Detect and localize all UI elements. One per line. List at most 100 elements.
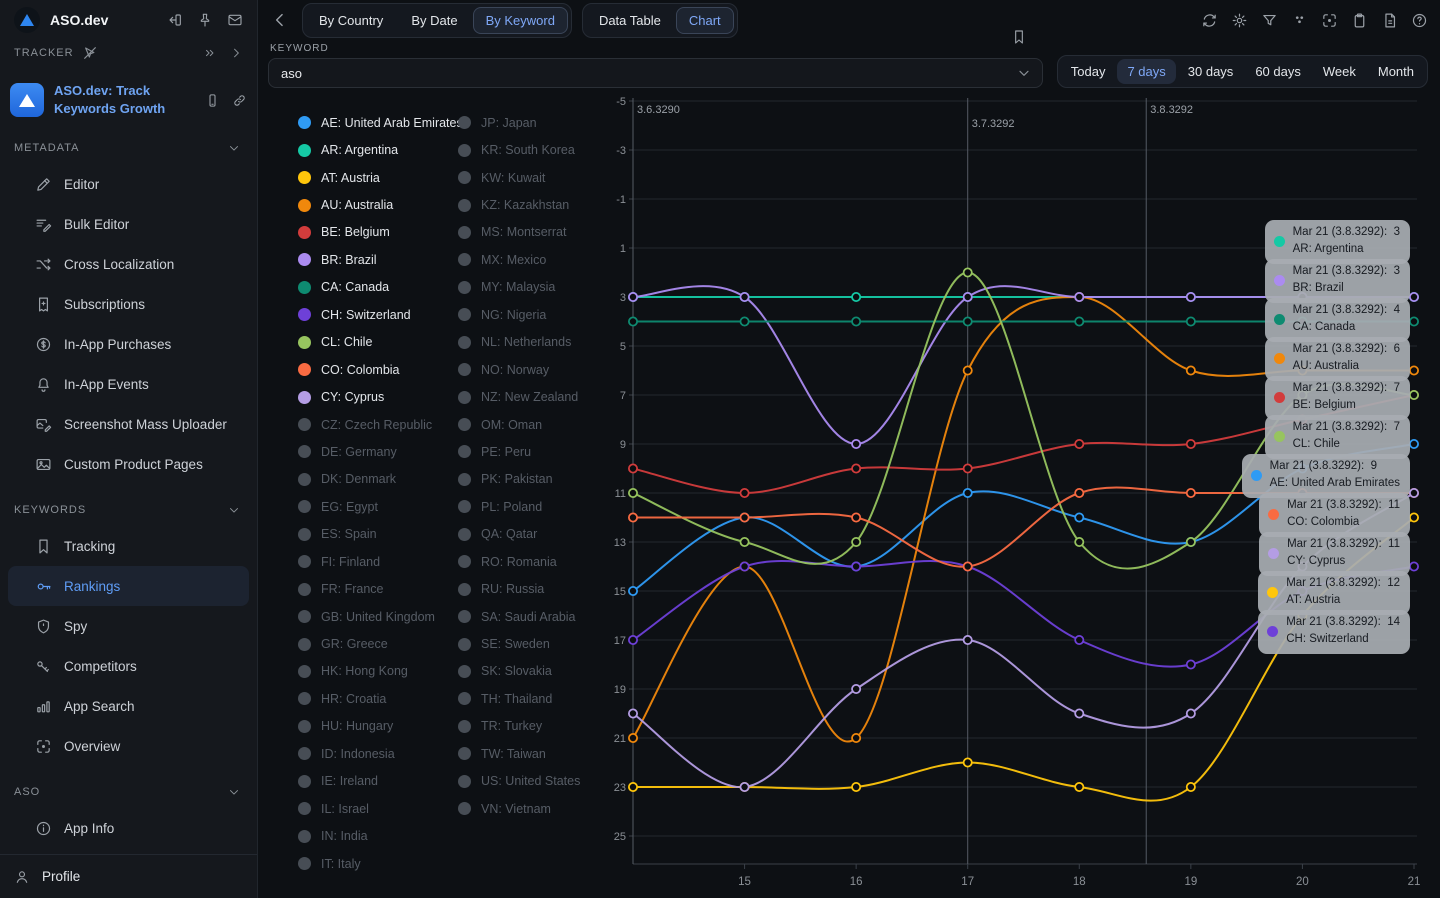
legend-country-de[interactable]: DE: Germany — [298, 438, 458, 465]
legend-country-at[interactable]: AT: Austria — [298, 164, 458, 191]
legend-country-in[interactable]: IN: India — [298, 822, 458, 849]
range-week[interactable]: Week — [1322, 64, 1356, 79]
chevron-left-icon[interactable] — [268, 8, 292, 32]
legend-country-ch[interactable]: CH: Switzerland — [298, 301, 458, 328]
legend-country-co[interactable]: CO: Colombia — [298, 356, 458, 383]
section-header-metadata[interactable]: METADATA — [0, 132, 257, 164]
report-icon[interactable] — [1381, 12, 1398, 29]
legend-country-my[interactable]: MY: Malaysia — [458, 274, 608, 301]
tab-by-country[interactable]: By Country — [319, 12, 384, 28]
profile-button[interactable]: Profile — [0, 854, 257, 898]
legend-country-il[interactable]: IL: Israel — [298, 795, 458, 822]
sidebar-item-competitors[interactable]: Competitors — [8, 646, 249, 686]
legend-country-no[interactable]: NO: Norway — [458, 356, 608, 383]
legend-country-gr[interactable]: GR: Greece — [298, 630, 458, 657]
legend-country-cz[interactable]: CZ: Czech Republic — [298, 411, 458, 438]
legend-country-fi[interactable]: FI: Finland — [298, 548, 458, 575]
legend-country-eg[interactable]: EG: Egypt — [298, 493, 458, 520]
settings-icon[interactable] — [1231, 12, 1248, 29]
legend-country-hu[interactable]: HU: Hungary — [298, 713, 458, 740]
keyword-select[interactable]: aso — [268, 58, 1043, 88]
scan-target-icon[interactable] — [1321, 12, 1338, 29]
range-today[interactable]: Today — [1070, 64, 1106, 79]
legend-country-nz[interactable]: NZ: New Zealand — [458, 383, 608, 410]
legend-country-jp[interactable]: JP: Japan — [458, 109, 608, 136]
rankings-chart[interactable]: -5 -3 -1 1 3 5 7 9 11 13 15 17 19 21 23 25 15 16 17 18 19 20 2… — [600, 96, 1440, 896]
filter-icon[interactable] — [1261, 12, 1278, 29]
sidebar-item-bulk-editor[interactable]: Bulk Editor — [8, 204, 249, 244]
sidebar-item-overview[interactable]: Overview — [8, 726, 249, 766]
legend-country-ae[interactable]: AE: United Arab Emirates — [298, 109, 463, 136]
range-30-days[interactable]: 30 days — [1187, 64, 1234, 79]
legend-country-sa[interactable]: SA: Saudi Arabia — [458, 603, 608, 630]
share-dots-icon[interactable] — [1291, 12, 1308, 29]
sidebar-item-in-app-events[interactable]: In-App Events — [8, 364, 249, 404]
legend-country-kz[interactable]: KZ: Kazakhstan — [458, 191, 608, 218]
sidebar-item-in-app-purchases[interactable]: In-App Purchases — [8, 324, 249, 364]
legend-country-ng[interactable]: NG: Nigeria — [458, 301, 608, 328]
chevron-down-icon[interactable] — [227, 503, 241, 517]
range-month[interactable]: Month — [1377, 64, 1414, 79]
legend-country-kr[interactable]: KR: South Korea — [458, 136, 608, 163]
tracked-app-card[interactable]: ASO.dev: Track Keywords Growth — [10, 74, 247, 126]
legend-country-qa[interactable]: QA: Qatar — [458, 521, 608, 548]
clipboard-icon[interactable] — [1351, 12, 1368, 29]
phone-icon[interactable] — [205, 93, 220, 108]
chevron-down-icon[interactable] — [227, 785, 241, 799]
legend-country-pk[interactable]: PK: Pakistan — [458, 466, 608, 493]
range-7-days[interactable]: 7 days — [1117, 59, 1176, 84]
legend-country-us[interactable]: US: United States — [458, 768, 608, 795]
legend-country-vn[interactable]: VN: Vietnam — [458, 795, 608, 822]
link-icon[interactable] — [232, 93, 247, 108]
legend-country-om[interactable]: OM: Oman — [458, 411, 608, 438]
legend-country-hk[interactable]: HK: Hong Kong — [298, 658, 458, 685]
workspace-switch-icon[interactable] — [167, 12, 183, 28]
range-60-days[interactable]: 60 days — [1255, 64, 1301, 79]
legend-country-sk[interactable]: SK: Slovakia — [458, 658, 608, 685]
sidebar-item-app-search[interactable]: App Search — [8, 686, 249, 726]
chevron-right-icon[interactable] — [229, 46, 243, 60]
section-header-keywords[interactable]: KEYWORDS — [0, 494, 257, 526]
legend-country-it[interactable]: IT: Italy — [298, 850, 458, 877]
legend-country-be[interactable]: BE: Belgium — [298, 219, 458, 246]
refresh-icon[interactable] — [1201, 12, 1218, 29]
legend-country-pe[interactable]: PE: Peru — [458, 438, 608, 465]
legend-country-br[interactable]: BR: Brazil — [298, 246, 458, 273]
legend-country-hr[interactable]: HR: Croatia — [298, 685, 458, 712]
tab-chart[interactable]: Chart — [675, 6, 734, 34]
legend-country-mx[interactable]: MX: Mexico — [458, 246, 608, 273]
section-header-aso[interactable]: ASO — [0, 776, 257, 808]
mail-icon[interactable] — [227, 12, 243, 28]
legend-country-ie[interactable]: IE: Ireland — [298, 768, 458, 795]
legend-country-fr[interactable]: FR: France — [298, 575, 458, 602]
help-icon[interactable] — [1411, 12, 1428, 29]
sidebar-item-custom-product-pages[interactable]: Custom Product Pages — [8, 444, 249, 484]
legend-country-es[interactable]: ES: Spain — [298, 521, 458, 548]
pin-icon[interactable] — [197, 12, 213, 28]
legend-country-tw[interactable]: TW: Taiwan — [458, 740, 608, 767]
tab-by-date[interactable]: By Date — [411, 12, 458, 28]
sidebar-item-editor[interactable]: Editor — [8, 164, 249, 204]
tab-data-table[interactable]: Data Table — [598, 12, 661, 28]
legend-country-ca[interactable]: CA: Canada — [298, 274, 458, 301]
sidebar-item-subscriptions[interactable]: Subscriptions — [8, 284, 249, 324]
legend-country-ro[interactable]: RO: Romania — [458, 548, 608, 575]
legend-country-gb[interactable]: GB: United Kingdom — [298, 603, 458, 630]
chevrons-right-icon[interactable] — [203, 46, 217, 60]
sidebar-item-tracking[interactable]: Tracking — [8, 526, 249, 566]
legend-country-se[interactable]: SE: Sweden — [458, 630, 608, 657]
legend-country-ar[interactable]: AR: Argentina — [298, 136, 458, 163]
bookmark-icon[interactable] — [1011, 29, 1027, 45]
legend-country-cy[interactable]: CY: Cyprus — [298, 383, 458, 410]
legend-country-cl[interactable]: CL: Chile — [298, 329, 458, 356]
sidebar-item-screenshot-mass-uploader[interactable]: Screenshot Mass Uploader — [8, 404, 249, 444]
legend-country-th[interactable]: TH: Thailand — [458, 685, 608, 712]
tab-by-keyword[interactable]: By Keyword — [472, 6, 568, 34]
legend-country-pl[interactable]: PL: Poland — [458, 493, 608, 520]
sidebar-item-app-info[interactable]: App Info — [8, 808, 249, 848]
sidebar-item-cross-localization[interactable]: Cross Localization — [8, 244, 249, 284]
sidebar-item-rankings[interactable]: Rankings — [8, 566, 249, 606]
legend-country-dk[interactable]: DK: Denmark — [298, 466, 458, 493]
legend-country-tr[interactable]: TR: Turkey — [458, 713, 608, 740]
sidebar-item-spy[interactable]: Spy — [8, 606, 249, 646]
